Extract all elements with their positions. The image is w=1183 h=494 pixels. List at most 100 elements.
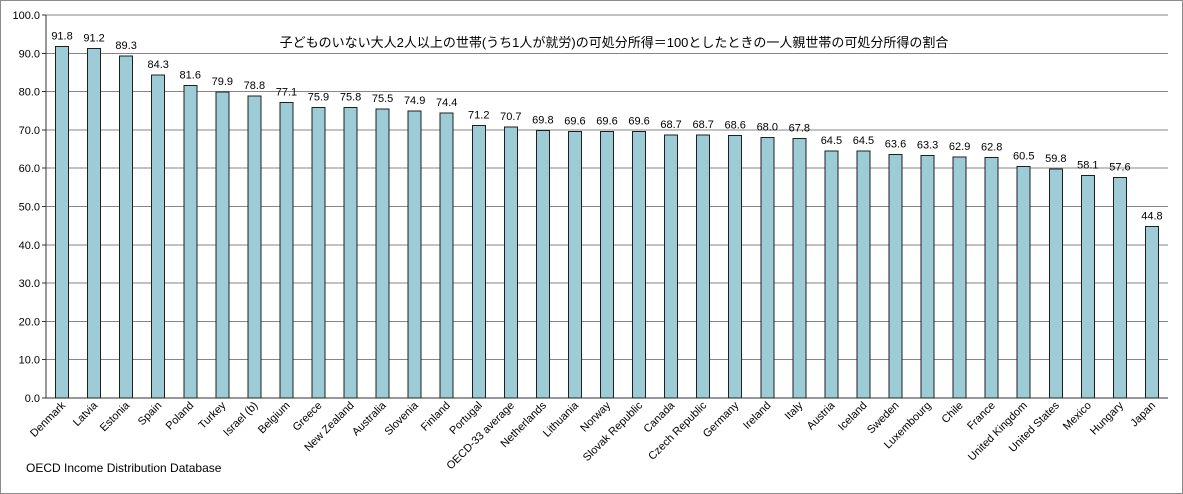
data-label-26: 63.6: [885, 138, 906, 150]
category-label-33: Hungary: [1088, 399, 1126, 437]
bar-11: [407, 110, 422, 399]
bar-17: [600, 130, 614, 399]
bar-13: [471, 124, 486, 399]
data-label-10: 75.5: [372, 93, 393, 105]
gridlines: [45, 14, 1168, 399]
bar-18: [632, 130, 647, 399]
bar-34: [1144, 225, 1159, 399]
category-label-0: Denmark: [28, 399, 68, 439]
bar-32: [1080, 174, 1095, 399]
y-axis-ticks: 0.0 10.0 20.0 30.0 40.0 50.0 60.0 70.0 80.0 90.0 1…: [12, 10, 46, 405]
bar-12: [439, 112, 454, 399]
bar-29: [984, 156, 999, 399]
chart-title-background: [275, 33, 953, 52]
data-label-9: 75.8: [340, 92, 361, 104]
data-label-31: 59.8: [1045, 153, 1066, 165]
data-label-29: 62.8: [981, 141, 1002, 153]
category-label-20: Czech Republic: [646, 399, 709, 462]
data-label-20: 68.7: [692, 119, 713, 131]
data-label-30: 60.5: [1013, 150, 1034, 162]
data-label-21: 68.6: [725, 119, 746, 131]
category-label-2: Estonia: [98, 399, 133, 434]
data-label-24: 64.5: [821, 135, 842, 147]
data-label-2: 89.3: [115, 40, 136, 52]
bar-15: [535, 130, 550, 399]
category-label-3: Spain: [136, 400, 164, 428]
bar-6: [247, 95, 262, 399]
bar-4: [183, 84, 198, 399]
category-label-1: Latvia: [71, 399, 101, 429]
category-label-6: Israel (b): [221, 400, 260, 439]
bar-8: [311, 106, 326, 399]
category-label-4: Poland: [164, 400, 197, 433]
data-label-34: 44.8: [1141, 210, 1162, 222]
data-label-11: 74.9: [404, 95, 425, 107]
data-label-22: 68.0: [757, 122, 778, 134]
bar-7: [279, 102, 294, 399]
bar-24: [824, 150, 839, 399]
bar-1: [87, 48, 102, 399]
y-tick-label-10: 100.0: [12, 10, 40, 22]
data-label-3: 84.3: [147, 59, 168, 71]
y-tick-label-4: 40.0: [19, 240, 40, 252]
data-label-0: 91.8: [51, 30, 72, 42]
data-label-19: 68.7: [660, 119, 681, 131]
bar-26: [888, 153, 903, 399]
data-label-1: 91.2: [83, 33, 104, 45]
bar-28: [952, 156, 967, 399]
data-label-15: 69.8: [532, 115, 553, 127]
chart-title: 子どものいない大人2人以上の世帯(うち1人が就労)の可処分所得＝100としたとき…: [280, 35, 949, 50]
category-label-18: Slovak Republic: [581, 399, 646, 464]
bar-5: [215, 91, 230, 399]
source-note: OECD Income Distribution Database: [26, 461, 222, 475]
bar-10: [375, 108, 390, 399]
bar-25: [856, 150, 871, 399]
bar-27: [920, 155, 935, 399]
data-labels: 91.8 91.2 89.3 84.3 81.6 79.9 78.8 77.1 75.9 75.8…: [51, 30, 1162, 222]
bar-33: [1112, 176, 1127, 399]
y-tick-label-0: 0.0: [25, 393, 40, 405]
y-tick-label-9: 90.0: [19, 48, 40, 60]
data-label-13: 71.2: [468, 109, 489, 121]
data-label-17: 69.6: [596, 115, 617, 127]
bar-30: [1016, 165, 1031, 399]
data-label-6: 78.8: [244, 80, 265, 92]
bar-21: [728, 134, 743, 399]
bar-31: [1048, 168, 1063, 399]
bar-2: [119, 55, 134, 399]
bar-20: [696, 134, 711, 399]
bar-0: [55, 45, 70, 399]
data-label-25: 64.5: [853, 135, 874, 147]
bar-3: [151, 74, 166, 399]
data-label-33: 57.6: [1109, 161, 1130, 173]
bars: [55, 45, 1159, 399]
bar-23: [792, 137, 807, 399]
data-label-18: 69.6: [628, 115, 649, 127]
data-label-4: 81.6: [180, 69, 201, 81]
category-label-28: Chile: [940, 400, 966, 426]
category-label-10: Australia: [350, 399, 389, 438]
category-label-34: Japan: [1128, 400, 1158, 430]
data-label-5: 79.9: [212, 76, 233, 88]
data-label-7: 77.1: [276, 87, 297, 99]
y-tick-label-2: 20.0: [19, 316, 40, 328]
category-label-22: Ireland: [741, 400, 773, 432]
category-label-23: Italy: [783, 399, 806, 422]
bar-22: [760, 137, 775, 399]
y-tick-label-3: 30.0: [19, 278, 40, 290]
data-label-12: 74.4: [436, 97, 457, 109]
y-tick-label-5: 50.0: [19, 202, 40, 214]
category-label-11: Slovenia: [382, 399, 421, 438]
data-label-32: 58.1: [1077, 159, 1098, 171]
category-label-21: Germany: [701, 399, 742, 440]
category-label-24: Austria: [805, 399, 838, 432]
y-tick-label-1: 10.0: [19, 355, 40, 367]
data-label-28: 62.9: [949, 141, 970, 153]
data-label-14: 70.7: [500, 111, 521, 123]
category-label-16: Lithuania: [541, 399, 582, 440]
data-label-23: 67.8: [789, 122, 810, 134]
bar-19: [664, 134, 679, 399]
data-label-8: 75.9: [308, 91, 329, 103]
category-label-7: Belgium: [256, 400, 293, 437]
